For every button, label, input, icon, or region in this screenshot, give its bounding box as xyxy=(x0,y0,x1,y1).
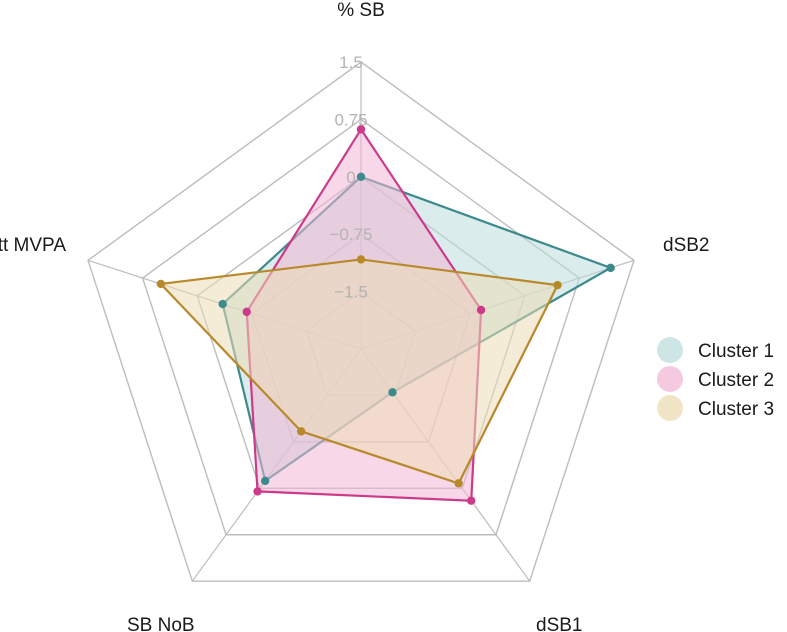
legend-swatch-cluster-2 xyxy=(657,366,683,392)
axis-label-sb-nob: SB NoB xyxy=(127,615,195,632)
legend-label-cluster-3: Cluster 3 xyxy=(698,399,774,420)
data-point-cluster-3-axis-1 xyxy=(356,255,366,264)
legend-item-cluster-1: Cluster 1 xyxy=(657,337,774,363)
data-point-cluster-3-axis-3 xyxy=(454,479,463,488)
axis-label-dsb1: dSB1 xyxy=(536,615,582,632)
axis-labels: % SB dSB2 dSB1 SB NoB tt MVPA xyxy=(0,0,709,632)
series-area-cluster-3 xyxy=(158,258,560,485)
data-point-cluster-3-axis-2 xyxy=(553,280,562,290)
axis-label-tt-mvpa: tt MVPA xyxy=(0,235,66,256)
tick-labels: 1.5 0.75 0 −0.75 −1.5 xyxy=(329,53,372,302)
tick-label-5: −1.5 xyxy=(334,283,368,302)
data-point-cluster-1-axis-3 xyxy=(388,388,397,397)
tick-label-2: 0.75 xyxy=(334,110,367,129)
axis-label-pct-sb: % SB xyxy=(337,0,385,21)
data-point-cluster-2-axis-3 xyxy=(467,496,476,505)
data-point-cluster-2-axis-5 xyxy=(242,307,251,317)
legend-item-cluster-3: Cluster 3 xyxy=(657,395,774,421)
data-point-cluster-2-axis-1 xyxy=(356,125,366,134)
legend: Cluster 1 Cluster 2 Cluster 3 xyxy=(657,337,774,421)
data-point-cluster-1-axis-5 xyxy=(218,299,227,309)
legend-swatch-cluster-1 xyxy=(657,337,683,363)
axis-label-dsb2: dSB2 xyxy=(663,235,709,256)
data-point-cluster-2-axis-4 xyxy=(253,487,262,496)
series-layer xyxy=(156,125,615,505)
data-point-cluster-1-axis-2 xyxy=(606,263,615,273)
data-point-cluster-3-axis-4 xyxy=(296,427,306,436)
data-point-cluster-1-axis-1 xyxy=(356,172,366,181)
legend-item-cluster-2: Cluster 2 xyxy=(657,366,774,392)
data-point-cluster-2-axis-2 xyxy=(476,305,486,315)
data-point-cluster-3-axis-5 xyxy=(156,279,166,289)
legend-label-cluster-2: Cluster 2 xyxy=(698,370,774,391)
tick-label-4: −0.75 xyxy=(329,225,372,244)
tick-label-1: 1.5 xyxy=(339,53,363,72)
grid-ring-1 xyxy=(87,61,635,582)
data-point-cluster-1-axis-4 xyxy=(260,476,270,486)
legend-label-cluster-1: Cluster 1 xyxy=(698,341,774,362)
legend-swatch-cluster-3 xyxy=(657,395,683,421)
tick-label-3: 0 xyxy=(346,168,355,187)
